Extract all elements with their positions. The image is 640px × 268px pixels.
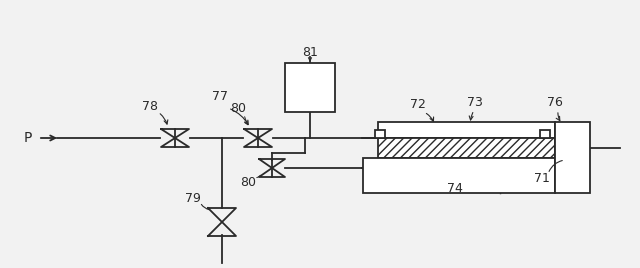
Text: 74: 74 <box>447 181 463 195</box>
Bar <box>555 122 590 193</box>
Text: 79: 79 <box>185 192 201 204</box>
Bar <box>540 130 550 138</box>
Text: 78: 78 <box>142 100 158 114</box>
Bar <box>285 63 335 112</box>
Bar <box>363 158 555 193</box>
Text: 76: 76 <box>547 95 563 109</box>
Text: 73: 73 <box>467 95 483 109</box>
Text: 71: 71 <box>534 172 550 184</box>
Bar <box>378 122 555 138</box>
Text: 80: 80 <box>230 102 246 114</box>
Text: P: P <box>24 131 32 145</box>
Text: 72: 72 <box>410 99 426 111</box>
Text: 80: 80 <box>240 176 256 188</box>
Text: 81: 81 <box>302 46 318 58</box>
Bar <box>378 138 555 158</box>
Text: 77: 77 <box>212 90 228 102</box>
Bar <box>375 130 385 138</box>
